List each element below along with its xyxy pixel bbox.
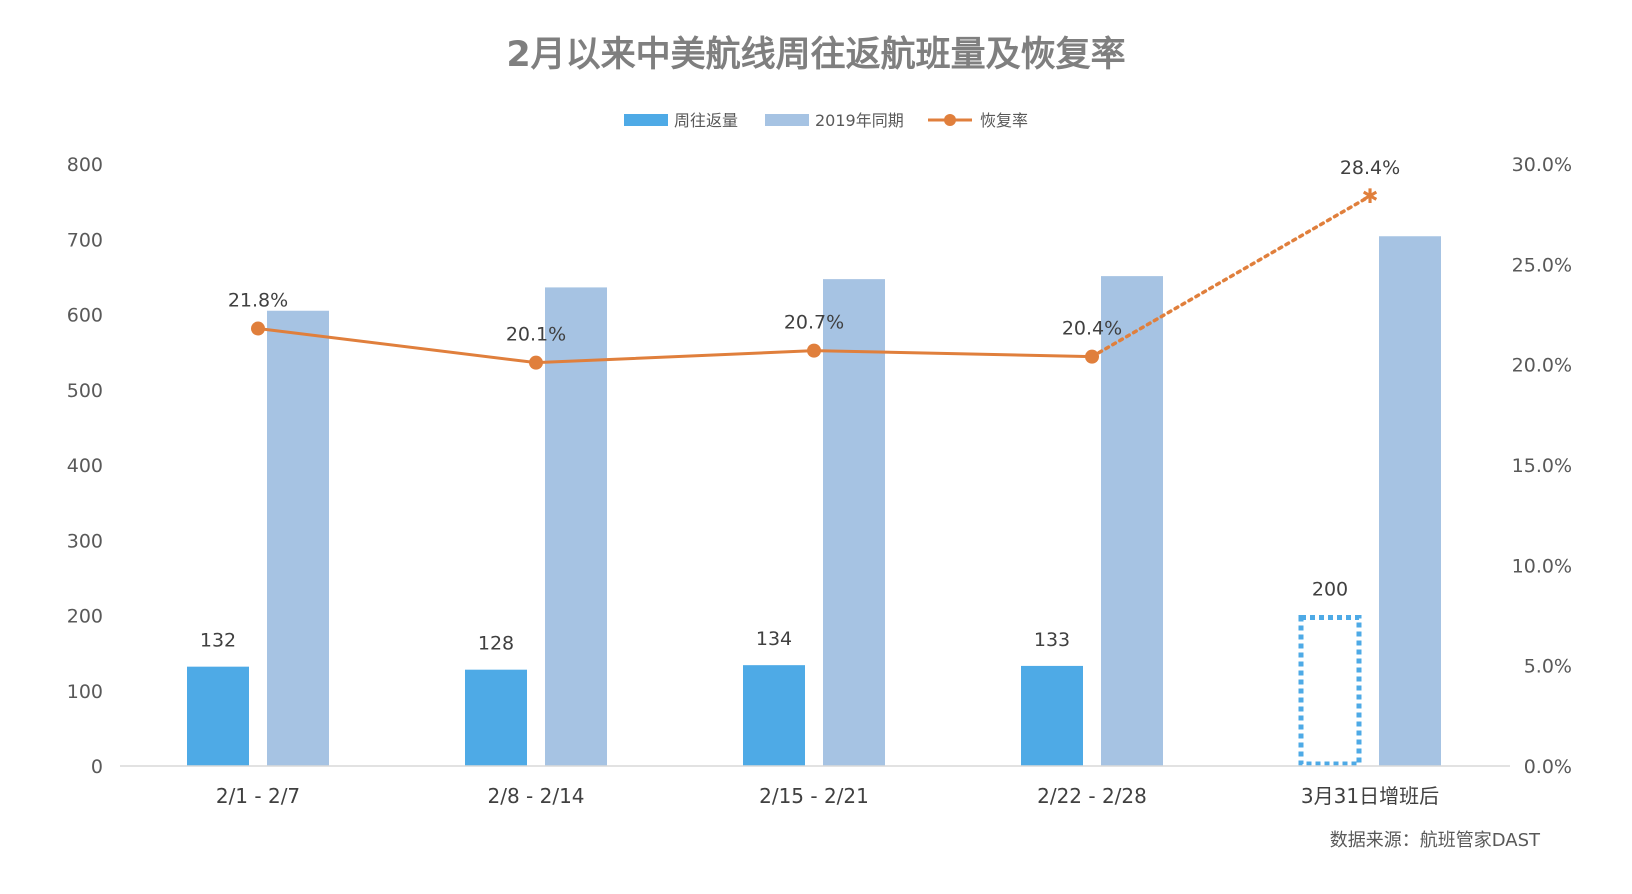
left-tick-label: 0 bbox=[91, 756, 103, 778]
bar-current bbox=[187, 666, 249, 766]
bar-current-label: 134 bbox=[756, 628, 792, 650]
category-label: 2/1 - 2/7 bbox=[216, 784, 300, 808]
rate-label: 20.4% bbox=[1062, 318, 1122, 340]
bar-current bbox=[1021, 665, 1083, 766]
bar-current-projected bbox=[1298, 615, 1362, 767]
chart-title: 2月以来中美航线周往返航班量及恢复率 bbox=[506, 34, 1125, 75]
category-label: 2/22 - 2/28 bbox=[1037, 784, 1147, 808]
rate-marker bbox=[529, 355, 543, 370]
rate-label: 21.8% bbox=[228, 290, 288, 312]
rate-line-projected bbox=[1090, 194, 1372, 359]
source-note: 数据来源：航班管家DAST bbox=[1330, 830, 1541, 851]
legend-label-previous: 2019年同期 bbox=[815, 111, 904, 130]
rate-label: 20.7% bbox=[784, 312, 844, 334]
rate-marker-projected: ✱ bbox=[1362, 184, 1379, 208]
right-tick-label: 15.0% bbox=[1512, 455, 1572, 477]
bar-current bbox=[465, 669, 527, 766]
bar-previous bbox=[545, 287, 607, 766]
rate-label: 20.1% bbox=[506, 324, 566, 346]
bar-previous bbox=[1379, 236, 1441, 767]
right-tick-label: 20.0% bbox=[1512, 355, 1572, 377]
rate-marker bbox=[1085, 349, 1099, 364]
bar-current-label: 132 bbox=[200, 630, 236, 652]
bar-current-label: 128 bbox=[478, 633, 514, 655]
right-tick-label: 10.0% bbox=[1512, 555, 1572, 577]
right-tick-label: 0.0% bbox=[1524, 756, 1572, 778]
bar-previous bbox=[267, 310, 329, 766]
left-tick-label: 600 bbox=[67, 305, 103, 327]
bar-current-label: 133 bbox=[1034, 629, 1070, 651]
data-labels: 132 128 134 133 200 21.8% 20.1% 20.7% 20.4% 28.4% bbox=[200, 157, 1400, 655]
right-tick-label: 30.0% bbox=[1512, 154, 1572, 176]
legend-swatch-previous bbox=[765, 114, 809, 126]
legend-label-current: 周往返量 bbox=[674, 111, 738, 130]
rate-marker bbox=[807, 343, 821, 358]
right-axis: 0.0% 5.0% 10.0% 15.0% 20.0% 25.0% 30.0% bbox=[1512, 154, 1572, 778]
left-tick-label: 700 bbox=[67, 229, 103, 251]
category-label: 2/8 - 2/14 bbox=[487, 784, 584, 808]
rate-marker bbox=[251, 321, 265, 336]
left-tick-label: 100 bbox=[67, 681, 103, 703]
right-tick-label: 25.0% bbox=[1512, 254, 1572, 276]
bar-previous bbox=[1101, 276, 1163, 766]
left-tick-label: 500 bbox=[67, 380, 103, 402]
rate-label: 28.4% bbox=[1340, 157, 1400, 179]
left-tick-label: 300 bbox=[67, 530, 103, 552]
bar-current bbox=[743, 665, 805, 766]
category-label: 2/15 - 2/21 bbox=[759, 784, 869, 808]
legend-label-rate: 恢复率 bbox=[980, 111, 1028, 130]
category-label: 3月31日增班后 bbox=[1301, 784, 1439, 808]
bar-previous bbox=[823, 279, 885, 766]
left-tick-label: 400 bbox=[67, 455, 103, 477]
legend-marker-rate bbox=[944, 114, 956, 126]
rate-line bbox=[257, 327, 1093, 365]
category-axis: 2/1 - 2/7 2/8 - 2/14 2/15 - 2/21 2/22 - 2/2… bbox=[216, 784, 1439, 808]
bar-series bbox=[187, 236, 1441, 767]
right-tick-label: 5.0% bbox=[1524, 656, 1572, 678]
left-axis: 0 100 200 300 400 500 600 700 800 bbox=[67, 154, 103, 778]
legend: 周往返量 2019年同期 恢复率 bbox=[624, 111, 1028, 130]
left-tick-label: 800 bbox=[67, 154, 103, 176]
bar-current-label: 200 bbox=[1312, 579, 1348, 601]
legend-swatch-current bbox=[624, 114, 668, 126]
rate-line-series: ✱ bbox=[251, 184, 1378, 370]
left-tick-label: 200 bbox=[67, 606, 103, 628]
